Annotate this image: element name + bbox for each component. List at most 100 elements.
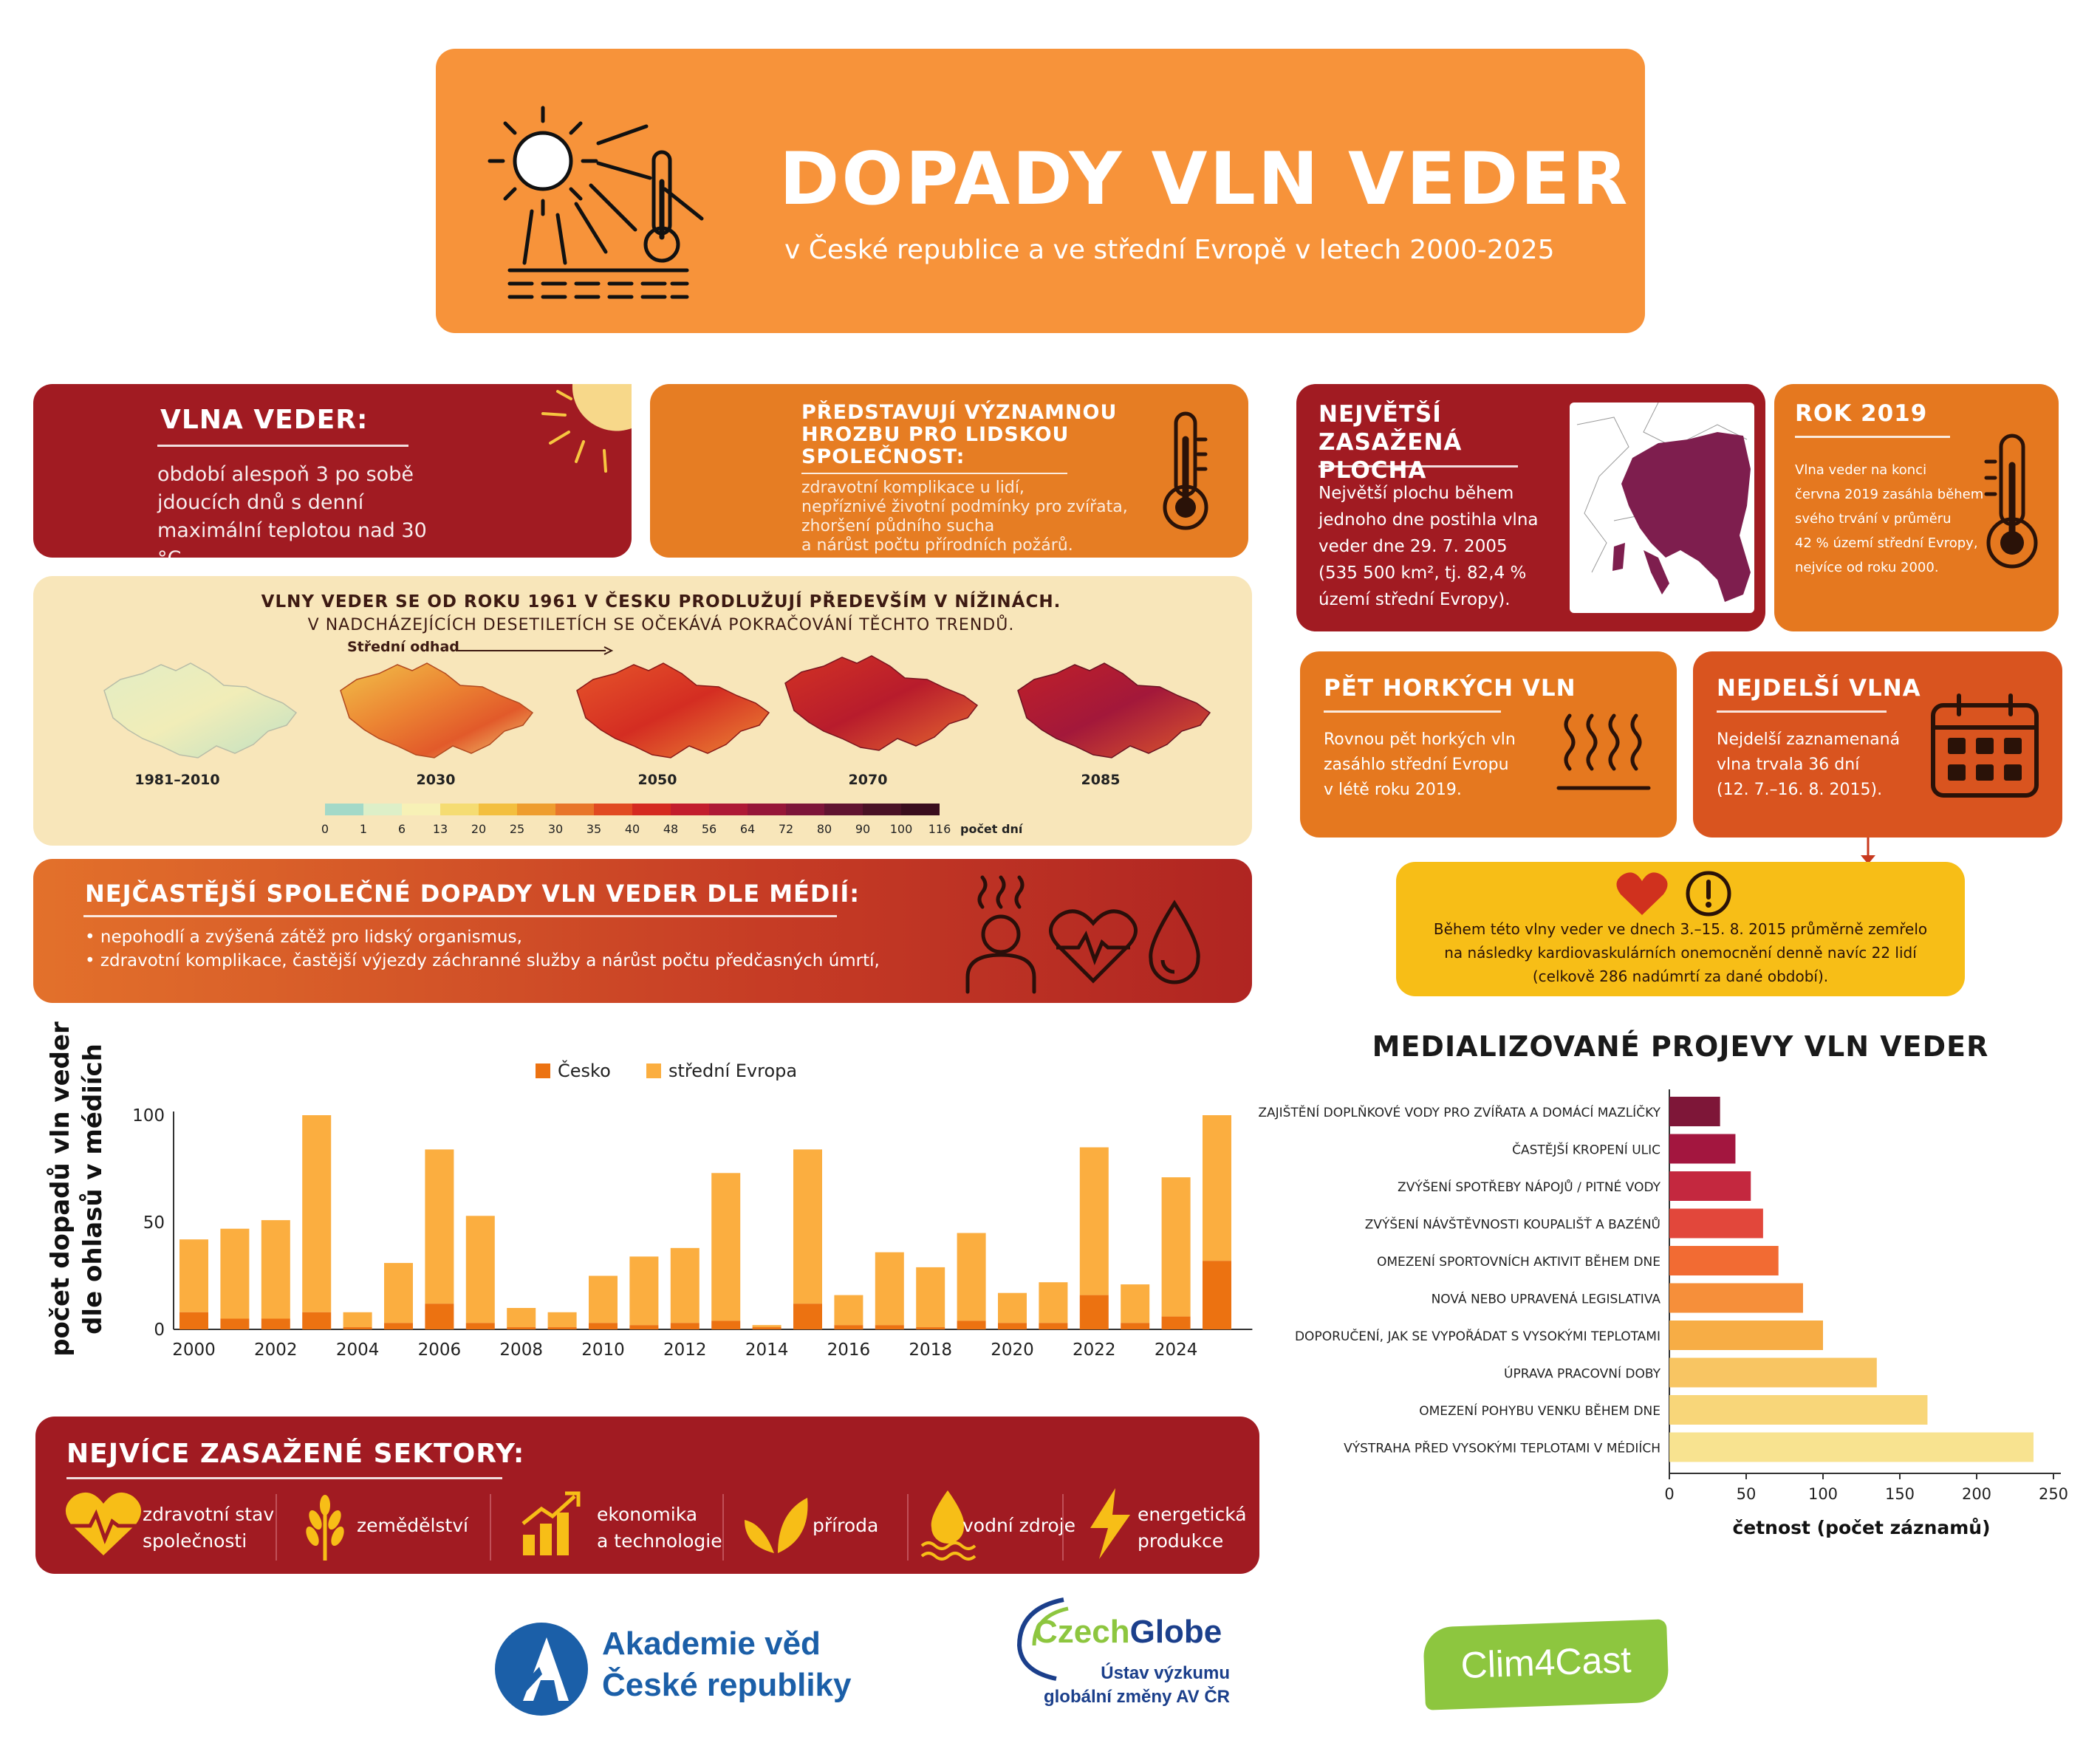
- drop-icon: [1149, 900, 1200, 984]
- bar-czechia: [425, 1304, 454, 1329]
- divider: [1324, 710, 1501, 713]
- bar-central-europe: [670, 1247, 700, 1323]
- akademie-logo-text: Akademie věd České republiky: [602, 1626, 852, 1703]
- bar-czechia: [507, 1327, 536, 1329]
- x-tick-label: 0: [1664, 1485, 1674, 1503]
- x-tick-label: 2000: [172, 1340, 216, 1360]
- sector-label: vodní zdroje: [962, 1515, 1076, 1536]
- heart-icon: [1616, 872, 1668, 915]
- x-tick-label: 200: [1962, 1485, 1991, 1503]
- legend-unit: počet dní: [960, 822, 1024, 836]
- year2019-title: ROK 2019: [1795, 400, 1928, 427]
- bar-central-europe: [629, 1256, 659, 1326]
- bar-czechia: [261, 1318, 290, 1329]
- bar: [1669, 1171, 1751, 1201]
- category-label: OMEZENÍ SPORTOVNÍCH AKTIVIT BĚHEM DNE: [1377, 1253, 1660, 1270]
- maps-panel: VLNY VEDER SE OD ROKU 1961 V ČESKU PRODL…: [33, 576, 1252, 846]
- bar: [1669, 1321, 1823, 1350]
- map-2085: [1017, 662, 1211, 758]
- category-label: ČASTĚJŠÍ KROPENÍ ULIC: [1512, 1142, 1660, 1158]
- x-tick-label: 2002: [254, 1340, 298, 1360]
- x-tick-label: 2008: [499, 1340, 543, 1360]
- legend-swatch: [786, 804, 824, 815]
- bar-central-europe: [711, 1173, 741, 1321]
- x-tick-label: 2010: [581, 1340, 625, 1360]
- x-tick-label: 2022: [1073, 1340, 1116, 1360]
- bar-czechia: [547, 1327, 577, 1329]
- x-tick-label: 2004: [336, 1340, 380, 1360]
- sun-corner-icon: [541, 384, 632, 473]
- person-heat-icon: [965, 875, 1036, 994]
- legend-tick-label: 1: [360, 822, 367, 836]
- bar-central-europe: [302, 1115, 332, 1312]
- threat-card: PŘEDSTAVUJÍ VÝZNAMNOU HROZBU PRO LIDSKOU…: [650, 384, 1248, 558]
- divider: [1795, 436, 1950, 438]
- bar: [1669, 1395, 1928, 1425]
- mortality-text: Během této vlny veder ve dnech 3.–15. 8.…: [1433, 920, 1928, 985]
- bar-central-europe: [998, 1292, 1027, 1323]
- bar-central-europe: [957, 1233, 986, 1321]
- bar-central-europe: [834, 1295, 863, 1326]
- list-item: • nepohodlí a zvýšená zátěž pro lidský o…: [85, 928, 522, 947]
- threat-item: zdravotní komplikace u lidí,: [801, 479, 1025, 497]
- bar-central-europe: [179, 1239, 208, 1312]
- clim4cast-logo-text: Clim4Cast: [1460, 1638, 1632, 1687]
- bar-central-europe: [1203, 1115, 1231, 1261]
- period-label: 2050: [637, 772, 677, 788]
- category-label: ZAJIŠTĚNÍ DOPLŇKOVÉ VODY PRO ZVÍŘATA A D…: [1258, 1104, 1660, 1120]
- czechglobe-subtitle: Ústav výzkumu globální změny AV ČR: [1043, 1663, 1230, 1707]
- thermometer-icon: [1984, 434, 2038, 569]
- maps-title: VLNY VEDER SE OD ROKU 1961 V ČESKU PRODL…: [261, 592, 1061, 612]
- definition-card: VLNA VEDER: období alespoň 3 po sobě jdo…: [33, 384, 632, 570]
- bar-central-europe: [261, 1220, 290, 1319]
- legend-swatch: [709, 804, 748, 815]
- media-impacts-title: NEJČASTĚJŠÍ SPOLEČNÉ DOPADY VLN VEDER DL…: [85, 880, 861, 908]
- legend-tick-label: 25: [510, 822, 524, 836]
- divider: [1717, 710, 1887, 713]
- y-axis-label-line: počet dopadů vln veder: [46, 1021, 75, 1357]
- header-banner: DOPADY VLN VEDER v České republice a ve …: [436, 49, 1645, 333]
- legend-swatch-central-europe: [646, 1063, 661, 1078]
- legend-swatch: [555, 804, 594, 815]
- europe-map: [1570, 403, 1754, 613]
- sector-label: zemědělství: [357, 1515, 469, 1536]
- bar-central-europe: [507, 1308, 536, 1328]
- period-label: 2030: [416, 772, 456, 788]
- media-impacts-list: • nepohodlí a zvýšená zátěž pro lidský o…: [85, 925, 880, 973]
- bar-central-europe: [589, 1275, 618, 1323]
- bar-central-europe: [1039, 1282, 1068, 1323]
- sector-label: energetická produkce: [1138, 1504, 1247, 1552]
- threat-item: nepříznivé životní podmínky pro zvířata,: [801, 498, 1128, 516]
- divider: [801, 473, 1067, 474]
- longest-title: NEJDELŠÍ VLNA: [1717, 675, 1921, 702]
- category-label: VÝSTRAHA PŘED VYSOKÝMI TEPLOTAMI V MÉDIÍ…: [1344, 1440, 1660, 1456]
- sun-thermometer-icon: [488, 106, 704, 299]
- period-label: 2085: [1081, 772, 1121, 788]
- map-2050: [576, 662, 770, 758]
- bar-central-europe: [384, 1263, 413, 1323]
- bar-czechia: [793, 1304, 822, 1329]
- sectors-title: NEJVÍCE ZASAŽENÉ SEKTORY:: [66, 1439, 525, 1469]
- arrow-right-icon: [458, 646, 614, 655]
- category-label: ZVÝŠENÍ SPOTŘEBY NÁPOJŮ / PITNÉ VODY: [1398, 1179, 1661, 1195]
- divider: [722, 1494, 724, 1561]
- bar-central-europe: [220, 1228, 250, 1319]
- bar-czechia: [1079, 1295, 1109, 1329]
- category-label: NOVÁ NEBO UPRAVENÁ LEGISLATIVA: [1432, 1291, 1661, 1307]
- bar-czechia: [1203, 1261, 1231, 1329]
- x-tick-label: 2014: [745, 1340, 789, 1360]
- legend-swatch: [363, 804, 402, 815]
- legend-swatch: [325, 804, 363, 815]
- bar-central-europe: [1161, 1177, 1191, 1317]
- bar: [1669, 1097, 1720, 1126]
- legend-tick-label: 13: [433, 822, 448, 836]
- longest-text: Nejdelší zaznamenaná vlna trvala 36 dní (1…: [1717, 730, 1901, 799]
- bar-czechia: [343, 1327, 372, 1329]
- sectors-card: NEJVÍCE ZASAŽENÉ SEKTORY: zdravotní stav…: [35, 1417, 1259, 1574]
- x-tick-label: 250: [2039, 1485, 2068, 1503]
- bar-czechia: [957, 1321, 986, 1329]
- bar-czechia: [179, 1312, 208, 1329]
- bar-czechia: [916, 1327, 945, 1329]
- bar-central-europe: [425, 1149, 454, 1304]
- largest-area-title: NEJVĚTŠÍ ZASAŽENÁ PLOCHA: [1319, 401, 1463, 484]
